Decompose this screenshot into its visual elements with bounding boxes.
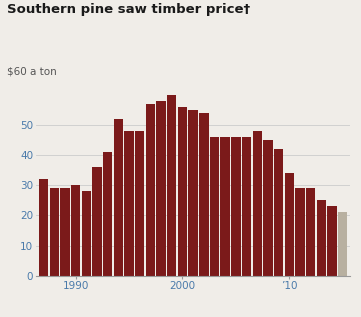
Text: Southern pine saw timber price†: Southern pine saw timber price†	[7, 3, 250, 16]
Text: $60 a ton: $60 a ton	[7, 66, 57, 76]
Bar	[284, 173, 294, 276]
Bar	[210, 137, 219, 276]
Bar	[71, 185, 81, 276]
Bar	[274, 149, 283, 276]
Bar	[146, 104, 155, 276]
Bar	[156, 101, 166, 276]
Bar	[135, 131, 144, 276]
Bar	[231, 137, 240, 276]
Bar	[60, 188, 70, 276]
Bar	[124, 131, 134, 276]
Bar	[39, 179, 48, 276]
Bar	[306, 188, 316, 276]
Bar	[82, 191, 91, 276]
Bar	[253, 131, 262, 276]
Bar	[188, 110, 198, 276]
Bar	[199, 113, 209, 276]
Bar	[338, 212, 347, 276]
Bar	[317, 200, 326, 276]
Bar	[242, 137, 251, 276]
Bar	[103, 152, 112, 276]
Bar	[327, 206, 337, 276]
Bar	[178, 107, 187, 276]
Bar	[167, 95, 177, 276]
Bar	[114, 119, 123, 276]
Bar	[221, 137, 230, 276]
Bar	[92, 167, 102, 276]
Bar	[295, 188, 305, 276]
Bar	[263, 140, 273, 276]
Bar	[49, 188, 59, 276]
